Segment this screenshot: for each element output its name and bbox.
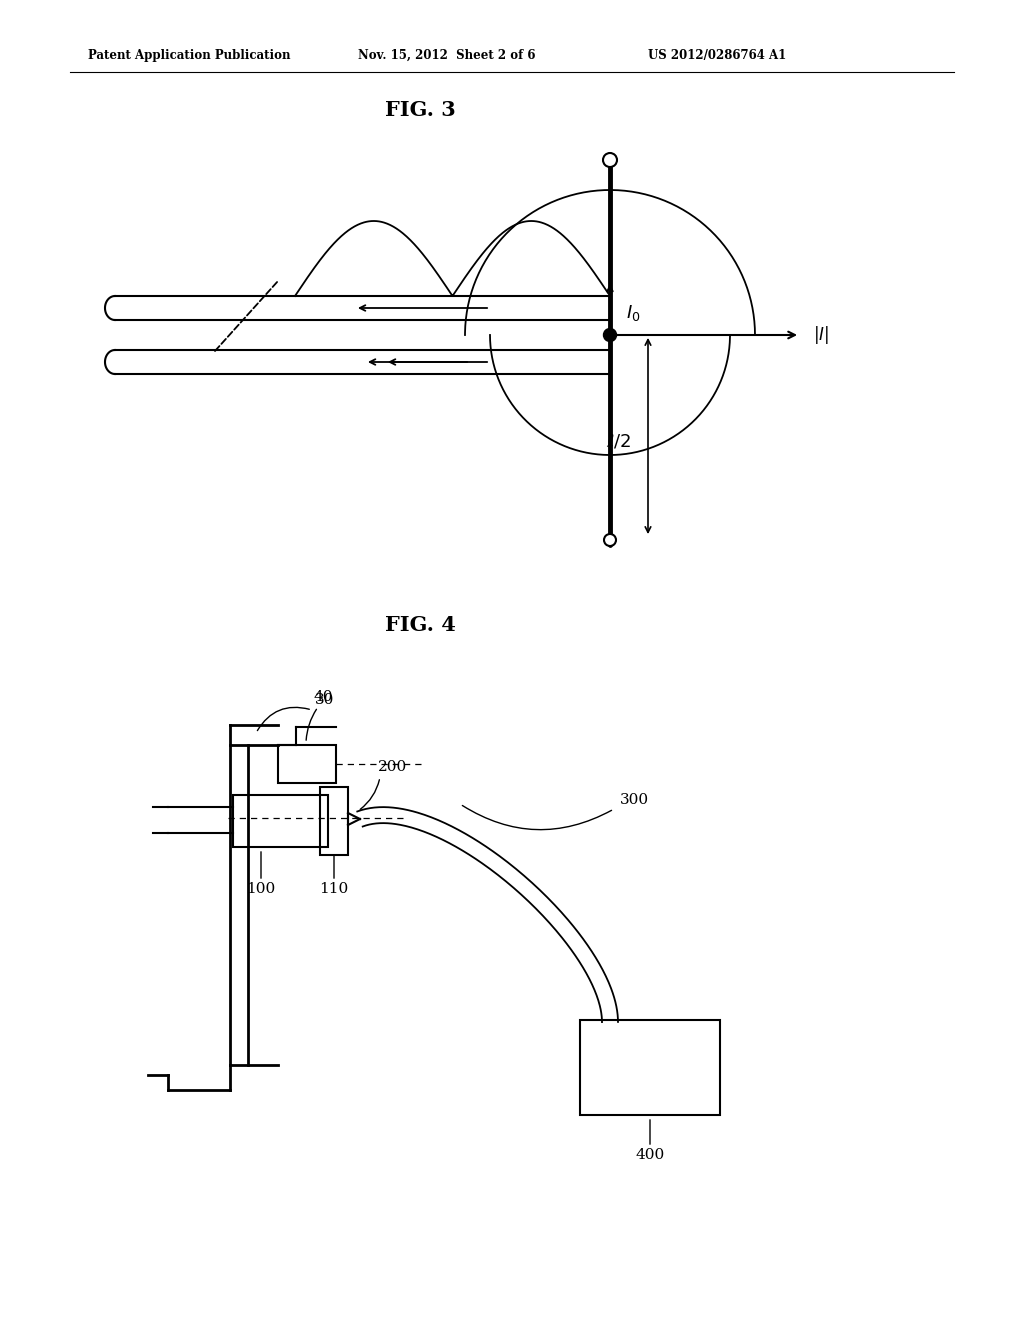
Text: 400: 400	[635, 1148, 665, 1162]
Text: FIG. 4: FIG. 4	[385, 615, 456, 635]
Bar	[278, 744, 336, 783]
Text: $I_0$: $I_0$	[626, 304, 640, 323]
Circle shape	[603, 153, 617, 168]
Circle shape	[603, 329, 616, 342]
Text: 110: 110	[319, 882, 348, 896]
Text: Patent Application Publication: Patent Application Publication	[88, 49, 291, 62]
Text: 100: 100	[247, 882, 275, 896]
Bar	[233, 795, 328, 847]
Bar	[580, 1020, 720, 1115]
Text: Nov. 15, 2012  Sheet 2 of 6: Nov. 15, 2012 Sheet 2 of 6	[358, 49, 536, 62]
Bar	[319, 787, 348, 855]
Text: 40: 40	[313, 690, 333, 704]
Circle shape	[604, 535, 616, 546]
Text: FIG. 3: FIG. 3	[385, 100, 456, 120]
Text: US 2012/0286764 A1: US 2012/0286764 A1	[648, 49, 786, 62]
Text: $|I|$: $|I|$	[813, 323, 829, 346]
Text: 30: 30	[315, 693, 335, 708]
Text: 200: 200	[379, 760, 408, 774]
Text: 300: 300	[620, 793, 649, 807]
Text: $\ell/2$: $\ell/2$	[605, 432, 631, 450]
